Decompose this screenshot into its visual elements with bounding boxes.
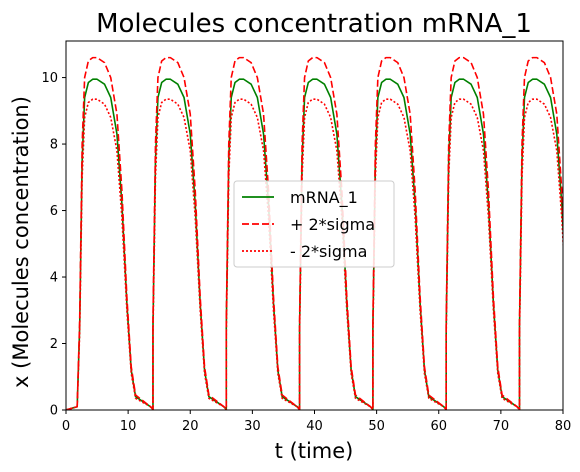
x-tick-label: 70: [493, 419, 510, 434]
series-lines: [66, 56, 563, 410]
x-tick-label: 60: [430, 419, 447, 434]
x-tick-label: 40: [306, 419, 323, 434]
x-tick-label: 20: [182, 419, 199, 434]
series-line-2: [66, 56, 563, 410]
x-axis-title: t (time): [275, 439, 354, 463]
axes: 0 10 20 30 40 50 60 70 80 0 2 4 6 8 10: [41, 40, 572, 434]
y-tick-label: 0: [50, 404, 58, 419]
y-tick-label: 2: [50, 337, 58, 352]
x-tick-label: 50: [368, 419, 385, 434]
y-tick-label: 4: [50, 271, 58, 286]
x-tick-label: 10: [120, 419, 137, 434]
plot-area: [66, 56, 563, 410]
legend: mRNA_1 + 2*sigma - 2*sigma: [233, 180, 395, 268]
y-tick-label: 10: [41, 71, 58, 86]
legend-label-2: + 2*sigma: [290, 215, 375, 234]
legend-box: [233, 180, 395, 268]
y-tick-label: 8: [50, 138, 58, 153]
series-line-3: [66, 98, 563, 410]
x-tick-label: 30: [244, 419, 261, 434]
y-axis-title: x (Molecules concentration): [9, 96, 33, 388]
legend-label-3: - 2*sigma: [290, 242, 367, 261]
legend-label-1: mRNA_1: [290, 188, 358, 208]
x-tick-label: 80: [555, 419, 572, 434]
x-tick-label: 0: [62, 419, 70, 434]
y-tick-label: 6: [50, 204, 58, 219]
chart-title: Molecules concentration mRNA_1: [96, 9, 532, 39]
